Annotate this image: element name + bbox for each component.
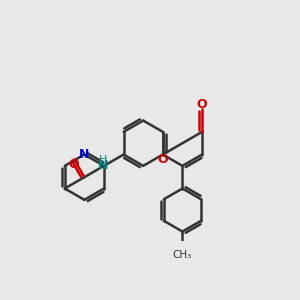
Text: H: H <box>99 154 107 164</box>
Text: N: N <box>98 159 108 172</box>
Text: CH₃: CH₃ <box>173 250 192 260</box>
Text: N: N <box>79 148 89 161</box>
Text: O: O <box>158 153 168 166</box>
Text: O: O <box>197 98 207 111</box>
Text: O: O <box>69 158 80 171</box>
